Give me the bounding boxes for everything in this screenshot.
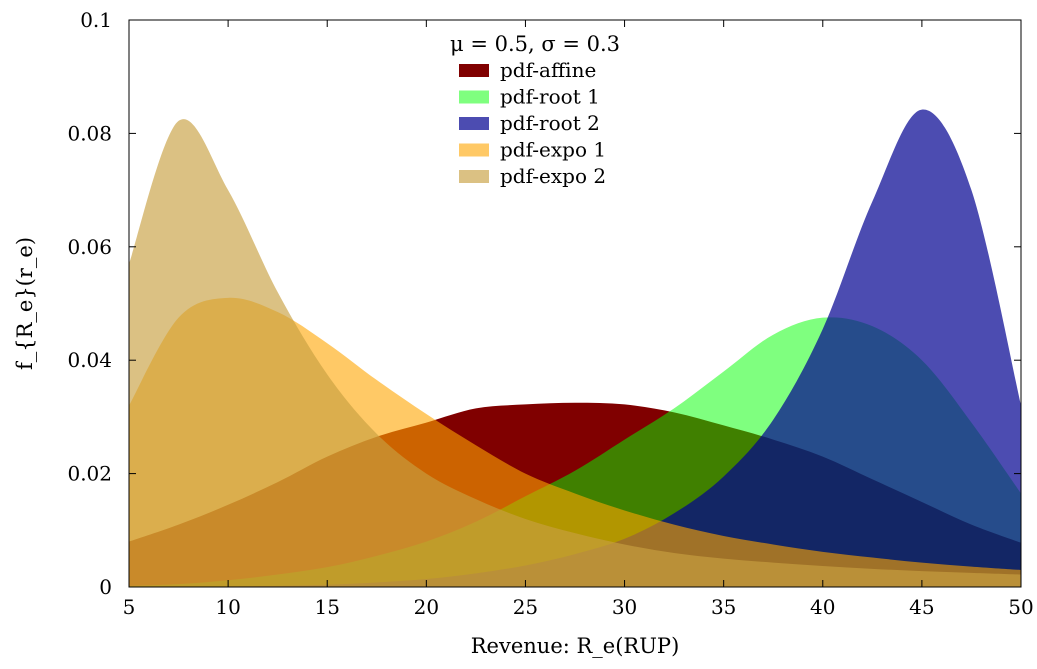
x-axis-label: Revenue: R_e(RUP) [471,634,680,658]
legend-swatch-pdf-expo-2 [459,170,489,183]
area-pdf-root-2 [129,109,1021,587]
x-tick-label: 25 [513,595,538,619]
y-tick-label: 0 [99,575,112,599]
y-tick-label: 0.04 [67,348,112,372]
legend-label-pdf-expo-2: pdf-expo 2 [500,164,606,188]
legend-swatch-pdf-affine [459,64,489,77]
y-tick-label: 0.02 [67,462,112,486]
x-tick-label: 30 [612,595,637,619]
x-tick-label: 35 [711,595,736,619]
legend-title: μ = 0.5, σ = 0.3 [450,32,620,56]
y-tick-label: 0.06 [67,235,112,259]
series-areas [129,109,1021,587]
y-tick-label: 0.1 [80,8,112,32]
legend-swatch-pdf-root-1 [459,90,489,104]
legend-swatch-pdf-expo-1 [459,143,489,157]
legend-label-pdf-root-1: pdf-root 1 [500,85,600,109]
legend-label-pdf-root-2: pdf-root 2 [500,111,600,135]
x-tick-label: 45 [909,595,934,619]
legend-label-pdf-expo-1: pdf-expo 1 [500,138,606,162]
x-tick-label: 5 [123,595,136,619]
x-tick-label: 10 [215,595,240,619]
x-tick-label: 50 [1008,595,1033,619]
legend-label-pdf-affine: pdf-affine [500,58,596,82]
y-tick-label: 0.08 [67,121,112,145]
x-tick-label: 15 [314,595,339,619]
x-tick-label: 40 [810,595,835,619]
x-tick-label: 20 [414,595,439,619]
area-pdf-expo-2 [129,119,1021,587]
legend-swatch-pdf-root-2 [459,117,489,130]
y-axis-label: f_{R_e}(r_e) [13,237,37,370]
axis-ticks: 5 10 15 20 25 30 35 40 45 50 0 0.02 0.04 0.06 0.08 0.1 [67,8,1033,619]
plot-frame [128,19,1022,588]
